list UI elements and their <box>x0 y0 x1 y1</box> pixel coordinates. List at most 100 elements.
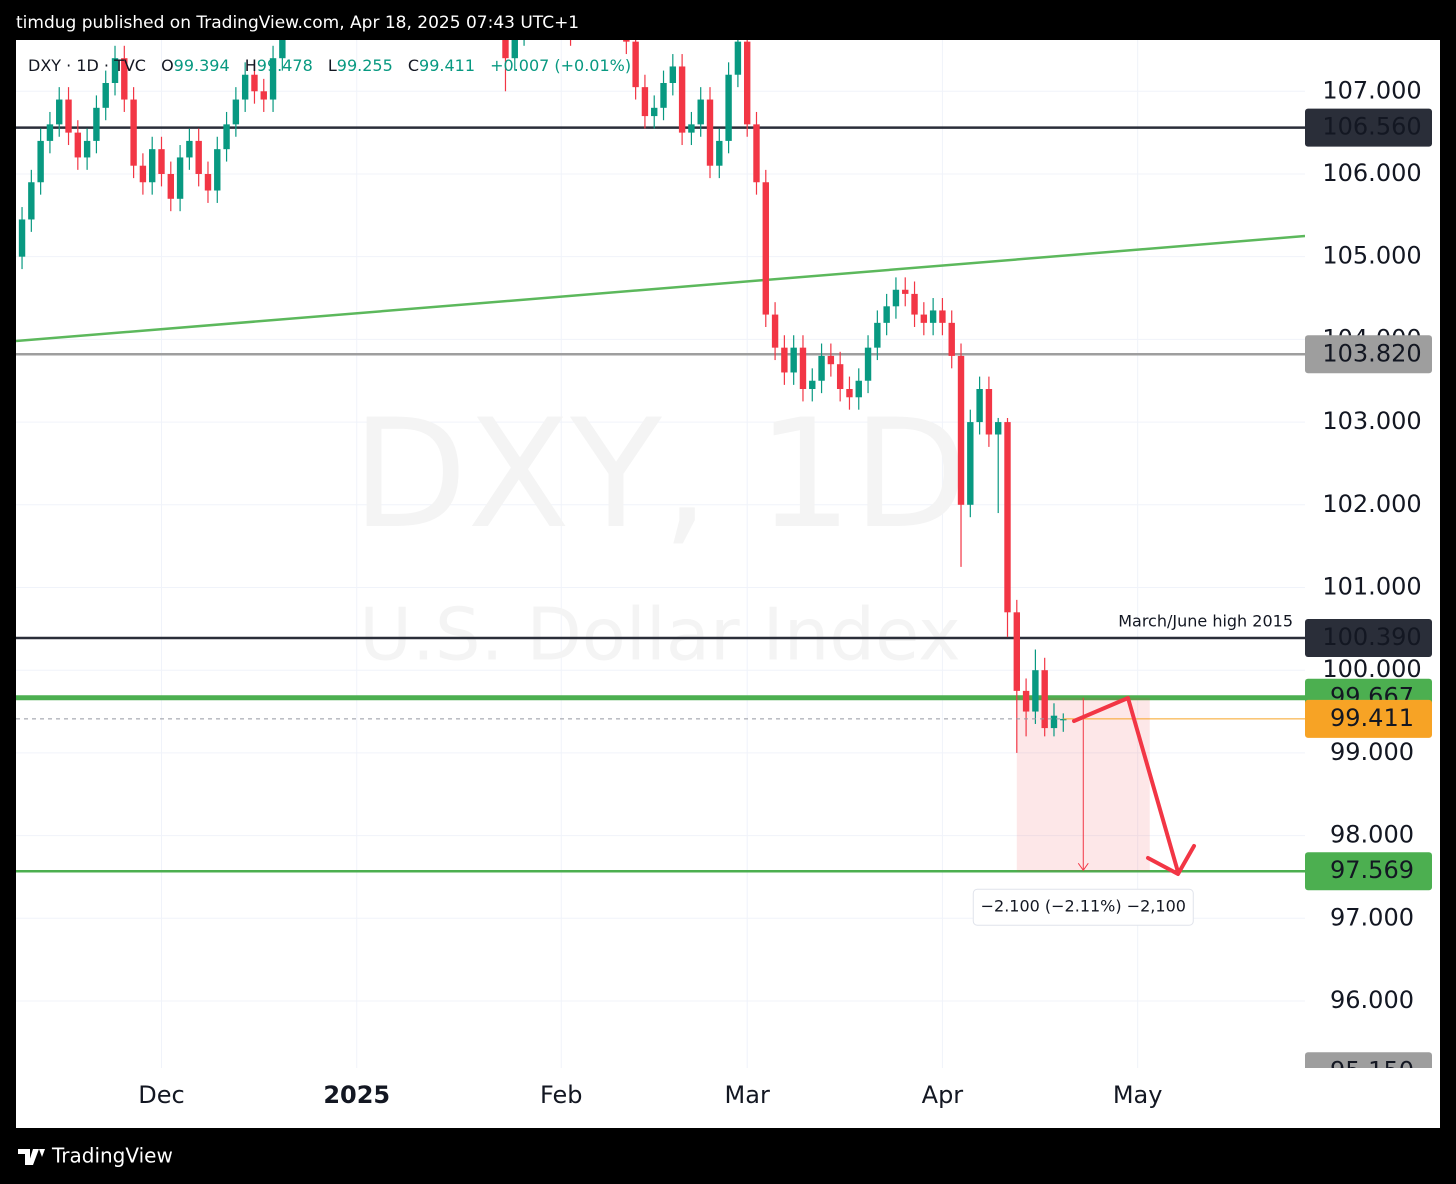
candle-body <box>846 389 853 398</box>
candle-body <box>111 58 119 84</box>
measure-label: −2.100 (−2.11%) −2,100 <box>981 897 1186 916</box>
level-label: 106.560 <box>1322 113 1421 141</box>
candle-body <box>186 140 193 158</box>
open-value: 99.394 <box>174 56 230 75</box>
grid: Dec 2025 Feb Mar Apr May <box>16 40 1305 1109</box>
candle-body <box>1060 718 1067 721</box>
candle-body <box>269 58 277 100</box>
candle-body <box>1013 612 1020 691</box>
last-price-label: 99.411 <box>1330 704 1414 732</box>
level-label: 97.569 <box>1330 856 1414 884</box>
candle-body <box>734 41 742 75</box>
candle-body <box>74 132 82 158</box>
candle-body <box>902 289 909 294</box>
candle-body <box>892 289 900 307</box>
candle-body <box>148 149 156 183</box>
candle-body <box>874 322 881 348</box>
candle-body <box>641 87 649 117</box>
last-price-box <box>1305 699 1432 738</box>
candle-body <box>957 355 965 505</box>
brand: TradingView <box>51 1144 173 1168</box>
plot <box>16 40 1305 873</box>
prefix: O <box>161 56 174 75</box>
x-tick-label: Dec <box>138 1081 184 1109</box>
candle-body <box>83 140 91 158</box>
y-tick-label: 98.000 <box>1330 821 1414 849</box>
candle-body <box>65 99 72 133</box>
candle-body <box>511 40 518 59</box>
x-tick-label: Mar <box>725 1081 770 1109</box>
candle-body <box>818 355 825 381</box>
candle-body <box>836 364 844 390</box>
hand-arrow <box>1072 696 1196 876</box>
candle-body <box>883 306 890 323</box>
candle-body <box>232 99 240 125</box>
y-tick-label: 96.000 <box>1330 986 1414 1014</box>
candle-body <box>799 347 807 390</box>
y-tick-label: 102.000 <box>1322 490 1421 518</box>
level-label: 95.150 <box>1330 1056 1414 1084</box>
trendline <box>16 234 1305 343</box>
candle-body <box>855 380 862 398</box>
drawings: March/June high 2015 −2.100 (−2.11%) −2,1… <box>972 611 1293 926</box>
candle-body <box>688 124 695 133</box>
candle-body <box>753 124 760 183</box>
candle-body <box>18 219 26 257</box>
candle-body <box>743 41 751 125</box>
candle-body <box>1032 670 1039 712</box>
arrow-path <box>1072 696 1180 874</box>
candle-body <box>669 66 677 84</box>
candle-body <box>251 74 258 92</box>
x-tick-label: Feb <box>540 1081 583 1109</box>
candle-body <box>948 322 955 356</box>
candle-body <box>204 173 212 191</box>
candle-body <box>1004 422 1011 613</box>
low-value: 99.255 <box>337 56 393 75</box>
candle-body <box>911 293 918 315</box>
prefix: H <box>245 56 257 75</box>
candle-body <box>706 99 714 166</box>
candle-body <box>37 140 44 183</box>
candle-body <box>697 99 704 125</box>
candle-body <box>139 165 147 183</box>
candle-body <box>976 389 983 423</box>
publisher: timdug published on TradingView.com, Apr… <box>16 13 579 33</box>
level-label-box <box>1305 852 1432 891</box>
price-axis: 96.000 97.000 98.000 99.000 100.000 101.000 10… <box>1305 76 1432 1084</box>
candle-body <box>781 347 788 373</box>
candle-body <box>864 347 872 381</box>
candle-body <box>790 347 797 373</box>
y-tick-label: 106.000 <box>1322 159 1421 187</box>
candle-body <box>167 173 174 199</box>
watermark-symbol: DXY, 1D <box>352 388 968 562</box>
legend: DXY · 1D · TVC O99.394 H99.478 L99.255 C… <box>28 56 631 75</box>
watermark-name: U.S. Dollar Index <box>359 593 960 677</box>
y-tick-label: 105.000 <box>1322 242 1421 270</box>
candle-body <box>223 124 230 150</box>
measure-arrowhead <box>1077 862 1089 872</box>
prefix: L <box>328 56 337 75</box>
candle-body <box>214 149 221 191</box>
candle-body <box>130 99 137 166</box>
candle-body <box>827 355 835 365</box>
measure-label-box <box>972 888 1194 926</box>
candle-body <box>632 41 639 88</box>
footer: TradingView <box>18 1144 173 1168</box>
candle-body <box>660 83 667 108</box>
y-tick-label: 97.000 <box>1330 903 1414 931</box>
x-tick-label: May <box>1113 1081 1163 1109</box>
level-label: 103.820 <box>1322 339 1421 367</box>
candle-body <box>28 182 35 220</box>
close-value: 99.411 <box>419 56 475 75</box>
watermark: DXY, 1D U.S. Dollar Index <box>352 388 968 677</box>
prefix: C <box>408 56 419 75</box>
candle-body <box>176 157 184 199</box>
y-tick-label: 103.000 <box>1322 407 1421 435</box>
level-label-box <box>1305 335 1432 374</box>
candle-body <box>1050 715 1058 729</box>
candle-body <box>995 422 1002 435</box>
candle-body <box>929 310 937 323</box>
candle-body <box>623 40 630 42</box>
candle-body <box>725 74 732 141</box>
